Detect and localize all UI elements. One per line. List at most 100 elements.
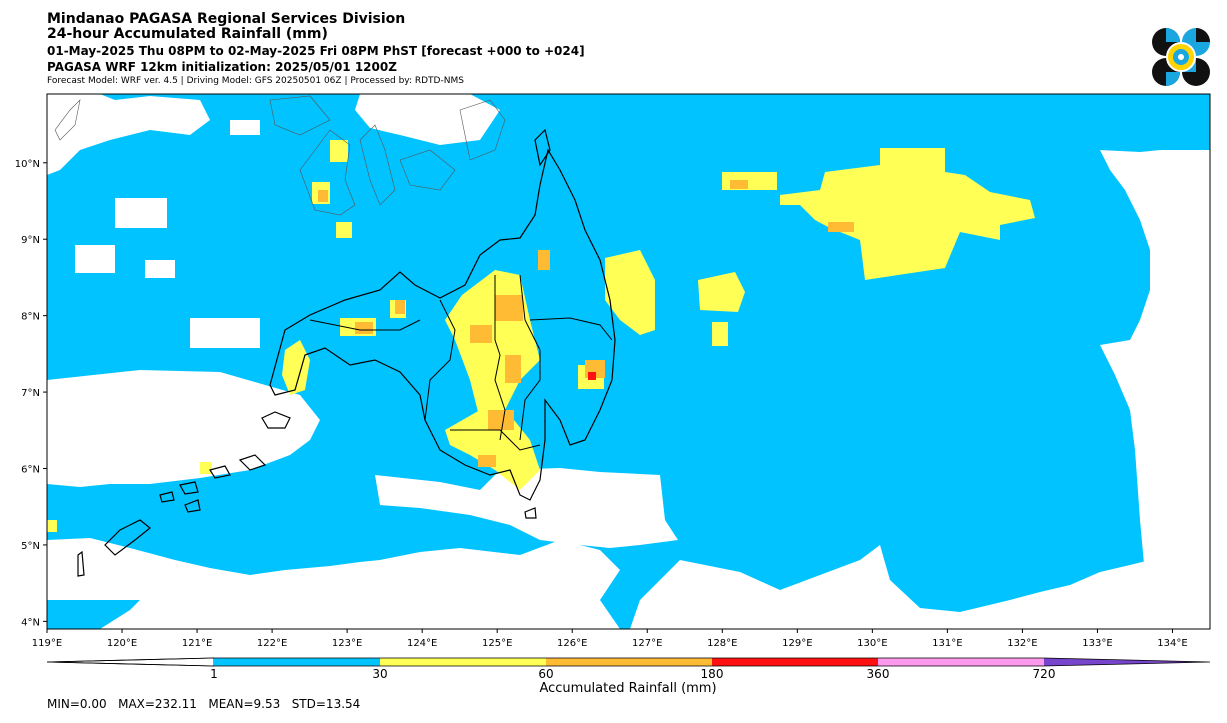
admin-boundary-3 xyxy=(529,317,613,341)
lon-tick-label: 131°E xyxy=(932,638,962,649)
rain-60-patch-b xyxy=(828,222,854,232)
map-frame xyxy=(46,93,1211,630)
sarangani-outline xyxy=(524,507,537,519)
colorbar-tick-60: 60 xyxy=(538,667,553,681)
admin-boundary-5 xyxy=(309,319,421,331)
no-rain-region-north-central xyxy=(355,94,500,145)
colorbar-extend-min xyxy=(46,657,215,667)
no-rain-region-east xyxy=(1100,150,1210,629)
tawi-tawi-outline xyxy=(104,519,151,556)
lon-tick-label: 127°E xyxy=(632,638,662,649)
leyte-outline xyxy=(459,99,506,161)
colorbar-tick-180: 180 xyxy=(701,667,724,681)
colorbar: 1 30 60 180 360 720 Accumulated Rainfall… xyxy=(46,657,1211,696)
dinagat-outline xyxy=(534,128,551,167)
rain-60-patch-i xyxy=(318,190,328,202)
colorbar-bin-60-180 xyxy=(546,658,712,666)
longitude-ticks: 119°E 120°E 121°E 122°E 123°E 124°E 125°E 126°E… xyxy=(32,629,1188,649)
admin-boundary-1 xyxy=(494,275,506,441)
visayas-coastlines xyxy=(54,95,506,216)
colorbar-bin-1-30 xyxy=(214,658,380,666)
no-rain-region-south-central xyxy=(375,468,678,548)
no-rain-patch-4 xyxy=(230,120,260,135)
latitude-ticks: 4°N 5°N 6°N 7°N 8°N 9°N 10°N xyxy=(15,159,47,628)
lon-tick-label: 134°E xyxy=(1157,638,1187,649)
statistics-summary: MIN=0.00 MAX=232.11 MEAN=9.53 STD=13.54 xyxy=(47,697,361,711)
admin-boundary-6 xyxy=(450,429,541,451)
rain-60-patch-e xyxy=(505,355,521,383)
title-division: Mindanao PAGASA Regional Services Divisi… xyxy=(47,11,406,27)
rain-60-patch-f xyxy=(488,410,514,430)
lon-tick-label: 132°E xyxy=(1007,638,1037,649)
rainfall-field xyxy=(47,94,1210,629)
rain-60-patch-l xyxy=(538,250,550,270)
no-rain-region-south-east xyxy=(630,545,1150,629)
rain-60-patch-a xyxy=(730,180,748,189)
colorbar-bin-30-60 xyxy=(380,658,546,666)
no-rain-region-northwest xyxy=(47,94,210,175)
lon-tick-label: 125°E xyxy=(482,638,512,649)
no-rain-patch-2 xyxy=(75,245,115,273)
lon-tick-label: 122°E xyxy=(257,638,287,649)
coastlines xyxy=(77,128,616,577)
lon-tick-label: 129°E xyxy=(782,638,812,649)
cebu-outline xyxy=(359,124,396,206)
rain-60-patch-k xyxy=(395,300,405,314)
panay-outline xyxy=(269,95,331,136)
map-background xyxy=(47,94,1210,629)
rain-30-patch-east-b xyxy=(712,322,728,346)
rain-60-patch-c xyxy=(495,295,523,321)
colorbar-extend-max xyxy=(1044,658,1210,666)
rain-30-patch-west-edge xyxy=(47,520,57,532)
lat-tick-label: 5°N xyxy=(21,541,40,552)
lon-tick-label: 124°E xyxy=(407,638,437,649)
lon-tick-label: 123°E xyxy=(332,638,362,649)
colorbar-tick-30: 30 xyxy=(372,667,387,681)
lon-tick-label: 120°E xyxy=(107,638,137,649)
no-rain-patch-5 xyxy=(145,260,175,278)
admin-boundary-4 xyxy=(424,299,456,421)
mindanao-outline xyxy=(269,148,616,501)
no-rain-patch-1 xyxy=(115,198,167,228)
lon-tick-label: 130°E xyxy=(857,638,887,649)
lat-tick-label: 4°N xyxy=(21,617,40,628)
rain-30-patch-sulu xyxy=(200,462,212,474)
lat-tick-label: 7°N xyxy=(21,388,40,399)
colorbar-bin-360-720 xyxy=(878,658,1044,666)
rain-60-patch-d xyxy=(470,325,492,343)
sibutu-outline xyxy=(77,550,85,577)
no-rain-region-southwest-lower xyxy=(47,538,620,629)
lon-tick-label: 133°E xyxy=(1082,638,1112,649)
rain-30-patch-west-b xyxy=(336,222,352,238)
rain-60-patch-g xyxy=(478,455,496,467)
pagasa-logo-icon xyxy=(1152,28,1210,86)
rain-30-patch-north xyxy=(330,140,348,162)
lon-tick-label: 119°E xyxy=(32,638,62,649)
rain-30-region-offshore xyxy=(605,250,655,335)
palawan-edge xyxy=(54,99,81,141)
lon-tick-label: 121°E xyxy=(182,638,212,649)
no-rain-region-southwest xyxy=(47,370,320,487)
rain-30-region-east-large xyxy=(780,148,1035,280)
title-valid-period: 01-May-2025 Thu 08PM to 02-May-2025 Fri … xyxy=(47,44,585,58)
colorbar-bin-180-360 xyxy=(712,658,878,666)
negros-outline xyxy=(299,129,356,216)
lat-tick-label: 6°N xyxy=(21,465,40,476)
colorbar-tick-720: 720 xyxy=(1033,667,1056,681)
colorbar-label: Accumulated Rainfall (mm) xyxy=(539,681,716,696)
bohol-outline xyxy=(399,149,456,191)
lon-tick-label: 126°E xyxy=(557,638,587,649)
lat-tick-label: 8°N xyxy=(21,312,40,323)
rain-180-patch xyxy=(588,372,596,380)
lon-tick-label: 128°E xyxy=(707,638,737,649)
basilan-outline xyxy=(261,411,291,429)
sulu-islands xyxy=(159,454,267,513)
admin-boundary-2 xyxy=(519,274,541,441)
no-rain-patch-3 xyxy=(190,318,260,348)
title-model-info: Forecast Model: WRF ver. 4.5 | Driving M… xyxy=(47,76,464,86)
rain-30-region-zamboanga xyxy=(282,340,310,395)
title-product: 24-hour Accumulated Rainfall (mm) xyxy=(47,26,328,42)
colorbar-tick-360: 360 xyxy=(867,667,890,681)
lat-tick-label: 10°N xyxy=(15,159,40,170)
